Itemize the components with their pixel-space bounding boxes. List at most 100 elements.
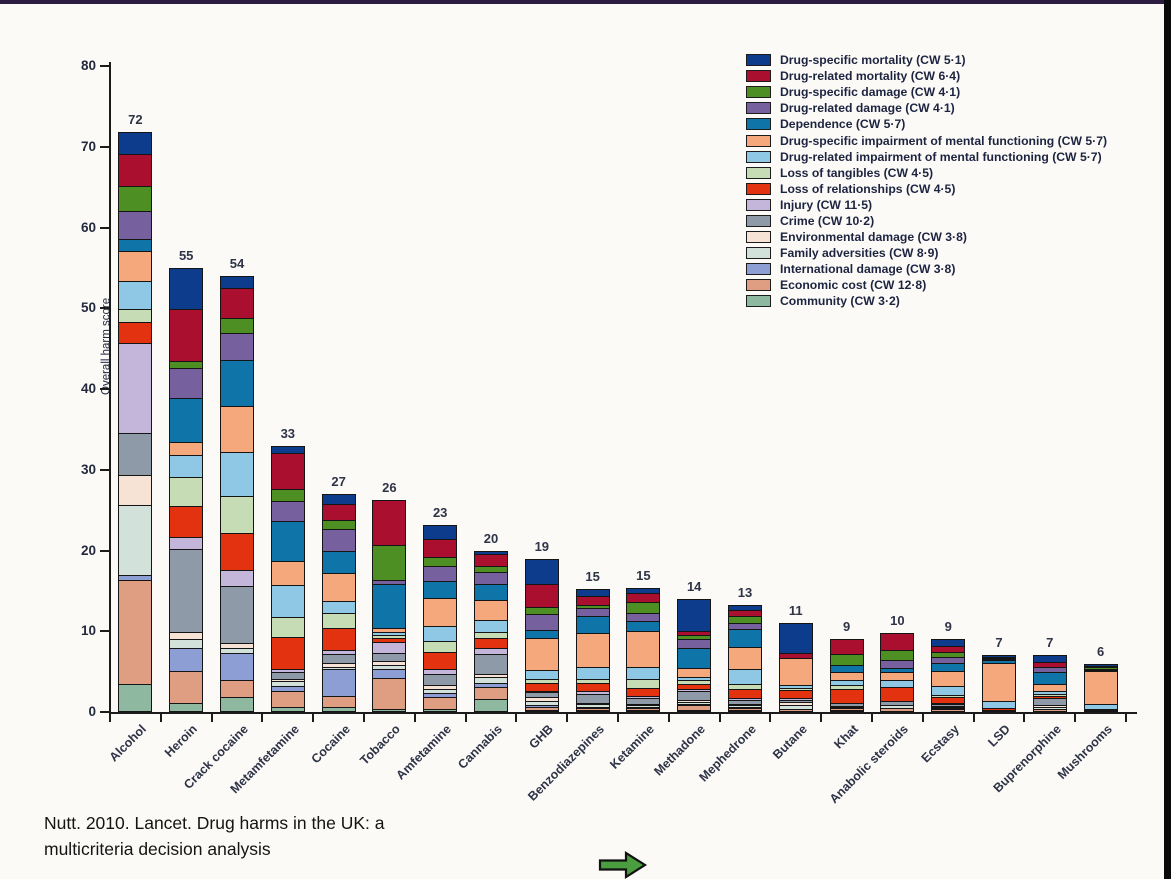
bar-segment [373, 665, 406, 669]
bar-segment [983, 700, 1015, 709]
bar-segment [779, 658, 812, 685]
bar-value-label: 33 [280, 425, 296, 441]
legend-item-label: International damage (CW 3·8) [780, 262, 956, 277]
bar-segment [932, 704, 965, 706]
bar-segment [119, 475, 152, 505]
bar-segment [729, 684, 761, 689]
legend-swatch [746, 295, 771, 308]
bar-segment [1033, 697, 1066, 706]
legend-item: Injury (CW 11·5) [746, 197, 1107, 213]
bar-segment [271, 585, 304, 618]
bar-segment [322, 519, 355, 530]
x-axis-tick [261, 714, 264, 722]
bar-segment [932, 709, 965, 711]
bar-segment [830, 705, 863, 707]
legend-item: Economic cost (CW 12·8) [746, 277, 1107, 293]
bar-segment [678, 701, 711, 705]
bar-segment [1033, 693, 1066, 697]
bar-segment [475, 699, 507, 712]
bar-segment [779, 705, 812, 709]
bar-segment [830, 684, 863, 690]
bar-segment [271, 686, 304, 691]
bar-segment [475, 687, 507, 700]
bar-value-label: 7 [995, 635, 1003, 651]
bar-segment [627, 710, 660, 711]
y-axis-tick [100, 711, 109, 713]
legend-item: Drug-related mortality (CW 6·4) [746, 68, 1107, 84]
bar-segment [322, 666, 355, 670]
bar-segment [373, 638, 406, 643]
x-axis-tick [1023, 714, 1026, 722]
bar-segment [475, 676, 507, 684]
bar-segment [221, 570, 253, 586]
bar-segment [576, 615, 609, 633]
bar-segment [779, 688, 812, 691]
bar-segment [424, 674, 457, 686]
legend-item-label: Economic cost (CW 12·8) [780, 278, 927, 293]
bar-segment [576, 605, 609, 608]
y-axis-tick [100, 468, 109, 471]
bar-segment [983, 660, 1015, 663]
bar-segment [576, 607, 609, 616]
bar-segment [932, 708, 965, 710]
bar-segment [170, 367, 203, 399]
bar-segment [119, 154, 152, 187]
bar-value-label: 15 [636, 568, 651, 584]
bar-crack-cocaine [220, 275, 254, 712]
bar-segment [830, 703, 863, 706]
y-axis-tick [100, 388, 109, 390]
bar-segment [830, 710, 863, 712]
bar-segment [119, 211, 152, 240]
bar-segment [1084, 665, 1117, 667]
bar-segment [983, 657, 1015, 659]
bar-segment [729, 698, 761, 701]
bar-segment [271, 690, 304, 707]
bar-segment [271, 681, 304, 687]
bar-segment [576, 666, 609, 679]
x-axis-tick [921, 714, 924, 722]
legend-swatch [746, 198, 771, 211]
bar-value-label: 20 [483, 530, 499, 546]
legend-item: International damage (CW 3·8) [746, 261, 1107, 277]
bar-value-label: 54 [229, 255, 245, 271]
bar-segment [322, 529, 355, 551]
bar-segment [525, 709, 558, 711]
bar-value-label: 13 [737, 585, 753, 601]
bar-segment [779, 690, 812, 698]
bar-segment [119, 433, 152, 476]
bar-segment [271, 488, 304, 501]
bar-segment [678, 683, 711, 690]
bar-segment [1033, 705, 1066, 708]
x-axis-tick [617, 714, 619, 722]
bar-segment [576, 703, 609, 705]
bar-segment [424, 626, 457, 642]
bar-segment [678, 690, 711, 701]
x-axis-line [109, 712, 1137, 714]
bar-segment [830, 653, 863, 666]
bar-value-label: 72 [128, 112, 143, 128]
bar-segment [729, 622, 761, 630]
bar-segment [475, 584, 507, 601]
bar-segment [475, 600, 507, 621]
bar-segment [729, 707, 761, 710]
y-axis-tick-label: 60 [80, 219, 96, 235]
bar-segment [373, 583, 406, 628]
bar-segment [1033, 708, 1066, 711]
legend-item: Drug-related damage (CW 4·1) [746, 100, 1107, 116]
legend-item-label: Drug-related mortality (CW 6·4) [780, 69, 961, 84]
bar-segment [627, 602, 660, 614]
x-axis-tick [1074, 714, 1077, 722]
bar-cocaine [321, 493, 356, 712]
bar-segment [170, 360, 203, 368]
x-axis-tick [1125, 714, 1127, 722]
legend-swatch [746, 70, 771, 83]
bar-segment [221, 452, 253, 496]
bar-segment [678, 599, 711, 631]
bar-segment [576, 709, 609, 711]
x-axis-tick [718, 714, 721, 722]
x-axis-tick [871, 714, 873, 722]
bar-segment [525, 692, 558, 698]
legend-swatch [746, 263, 771, 276]
bar-segment [170, 477, 203, 507]
bar-segment [729, 647, 761, 670]
